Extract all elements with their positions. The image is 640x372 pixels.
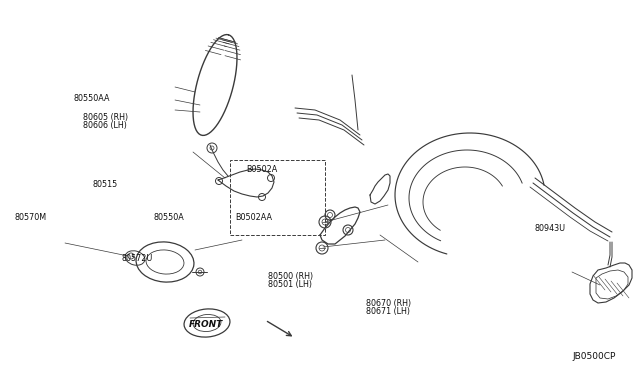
- Text: 80605 (RH): 80605 (RH): [83, 113, 129, 122]
- Bar: [230, 160, 325, 235]
- Text: B0502AA: B0502AA: [236, 213, 273, 222]
- Text: FRONT: FRONT: [189, 320, 223, 329]
- Text: 80500 (RH): 80500 (RH): [268, 272, 313, 280]
- Text: 80606 (LH): 80606 (LH): [83, 121, 127, 130]
- Text: B0502A: B0502A: [246, 165, 278, 174]
- Text: 80671 (LH): 80671 (LH): [366, 307, 410, 316]
- Text: 80550A: 80550A: [154, 213, 184, 222]
- Text: 80501 (LH): 80501 (LH): [268, 280, 312, 289]
- Text: 80943U: 80943U: [534, 224, 566, 233]
- Text: 80515: 80515: [93, 180, 118, 189]
- Text: 80670 (RH): 80670 (RH): [366, 299, 412, 308]
- Text: JB0500CP: JB0500CP: [573, 352, 616, 361]
- Text: 80572U: 80572U: [122, 254, 153, 263]
- Text: 80550AA: 80550AA: [74, 94, 110, 103]
- Text: 80570M: 80570M: [15, 213, 47, 222]
